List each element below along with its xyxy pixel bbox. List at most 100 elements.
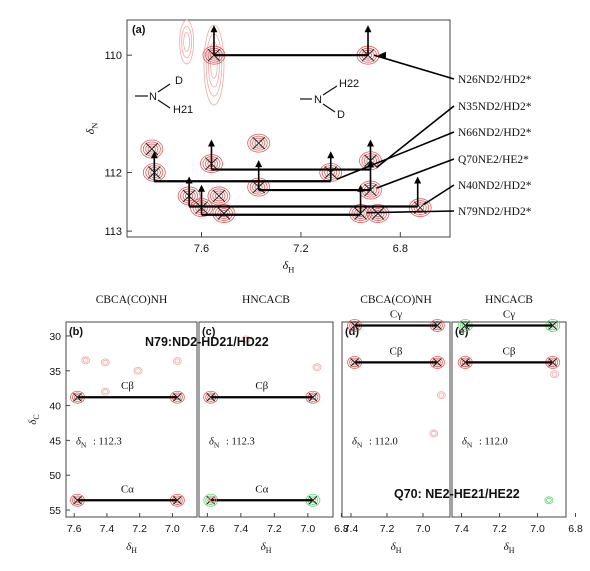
peak-marker-stroke	[217, 207, 231, 220]
amide-schematic: N H22 D	[300, 78, 359, 121]
arrow-head	[366, 160, 374, 168]
noise-contour-ring	[81, 356, 91, 365]
peak-marker-stroke	[172, 495, 182, 505]
arrow-head	[150, 151, 158, 159]
carbon-label: Cβ	[503, 345, 516, 357]
peak-marker-stroke	[252, 136, 266, 150]
assignment-label: N40ND2/HD2*	[458, 180, 532, 192]
shift-label-value: : 112.3	[226, 436, 255, 447]
label-connector	[373, 54, 455, 80]
label-connector	[366, 210, 455, 214]
noise-contour-ring	[174, 358, 181, 364]
arrow-head	[364, 25, 372, 33]
carbon-label: Cβ	[121, 380, 134, 392]
peak-marker-stroke	[172, 392, 182, 402]
peak-marker	[145, 142, 159, 156]
noise-contour-ring	[135, 368, 141, 374]
peak-contour-ring	[371, 208, 385, 219]
peak-contour-ring	[249, 135, 268, 151]
plot-frame	[451, 321, 567, 518]
x-tick-label: 7.2	[132, 523, 147, 535]
shift-label-symbol: δN	[462, 436, 473, 449]
peak-marker	[206, 392, 216, 402]
panel-label: (b)	[69, 326, 83, 338]
arrow-head	[366, 139, 374, 147]
carbon-label: Cγ	[390, 308, 402, 320]
carbon-label: Cγ	[503, 308, 515, 320]
label-connector	[376, 158, 455, 189]
carbon-label: Cβ	[255, 380, 268, 392]
shift-label-symbol: δN	[76, 436, 87, 449]
peak-contour-ring	[366, 204, 390, 223]
noise-contour	[81, 356, 91, 365]
peak-marker	[350, 321, 359, 330]
noise-contour-ring	[102, 389, 109, 395]
bond	[157, 99, 171, 109]
peak-marker-stroke	[371, 207, 385, 220]
noise-contour-ring	[436, 391, 446, 400]
peak-marker-stroke	[212, 189, 226, 203]
peak-marker	[433, 321, 442, 330]
x-tick-label: 7.0	[165, 523, 180, 535]
streak-contour-ring	[179, 19, 195, 65]
assignment-label: N66ND2/HD2*	[458, 127, 532, 139]
peak-contour	[366, 204, 390, 223]
peak-contour-ring	[212, 204, 236, 223]
x-tick-label: 7.0	[301, 523, 316, 535]
experiment-title: HNCACB	[485, 294, 533, 306]
experiment-title: CBCA(CO)NH	[360, 294, 432, 306]
noise-contour-ring	[172, 357, 182, 365]
peak-marker	[371, 207, 385, 220]
x-tick-label: 7.4	[344, 523, 359, 535]
carbon-label: Cα	[255, 483, 268, 495]
y-tick-label: 45	[49, 435, 61, 447]
y-tick-label: 110	[104, 50, 122, 62]
peak-contour-ring	[142, 141, 161, 157]
peak-marker-stroke	[73, 495, 82, 505]
y-tick-label: 40	[49, 401, 61, 413]
noise-contour-ring	[312, 363, 322, 372]
x-tick-label: 6.8	[393, 243, 408, 255]
noise-contour	[172, 357, 182, 365]
shift-label-symbol: δN	[352, 436, 363, 449]
x-tick-label: 7.6	[200, 523, 215, 535]
peak-contour-ring	[209, 188, 228, 204]
noise-contour	[207, 495, 217, 504]
peak-marker	[217, 207, 231, 220]
arrow-head	[327, 151, 335, 159]
assignment-label: Q70NE2/HE2*	[458, 154, 529, 166]
peak-contour-ring	[207, 186, 231, 206]
shift-label-value: : 112.3	[93, 436, 122, 447]
peak-marker-stroke	[460, 321, 470, 330]
panel-label: (c)	[202, 326, 216, 338]
peak-marker-stroke	[145, 142, 159, 156]
x-axis-label: δH	[126, 541, 137, 555]
peak-contour-ring	[252, 137, 266, 149]
peak-marker-stroke	[308, 392, 318, 402]
noise-contour-ring	[207, 495, 217, 504]
noise-contour-ring	[243, 336, 249, 342]
panels-bottom: CBCA(CO)NH (b) 7.6 7.4 7.2 7.0 δH 30 35 40 45 50 55 δ…	[27, 294, 583, 555]
y-tick-label: 113	[104, 226, 122, 238]
x-tick-label: 7.2	[380, 523, 395, 535]
streak-contour-ring	[181, 25, 193, 59]
plot-frame	[126, 19, 451, 238]
x-tick-label: 7.2	[293, 243, 308, 255]
noise-contour	[100, 387, 110, 396]
amide-schematic: N D H21	[135, 75, 193, 116]
noise-contour-ring	[209, 497, 216, 503]
x-axis-label: δH	[504, 541, 515, 555]
noise-contour	[436, 391, 446, 400]
x-axis-label: δH	[283, 258, 295, 274]
peak-marker	[350, 358, 359, 367]
peak-marker	[308, 392, 318, 402]
carbon-label: Cα	[121, 483, 134, 495]
noise-contour-ring	[100, 358, 110, 367]
peak-marker	[73, 392, 82, 402]
peak-marker-stroke	[206, 392, 216, 402]
arrow-head	[198, 184, 206, 192]
x-axis-label: δH	[391, 541, 402, 555]
arrow-head	[207, 139, 215, 147]
noise-contour	[429, 429, 439, 438]
peak-contour	[207, 186, 231, 206]
